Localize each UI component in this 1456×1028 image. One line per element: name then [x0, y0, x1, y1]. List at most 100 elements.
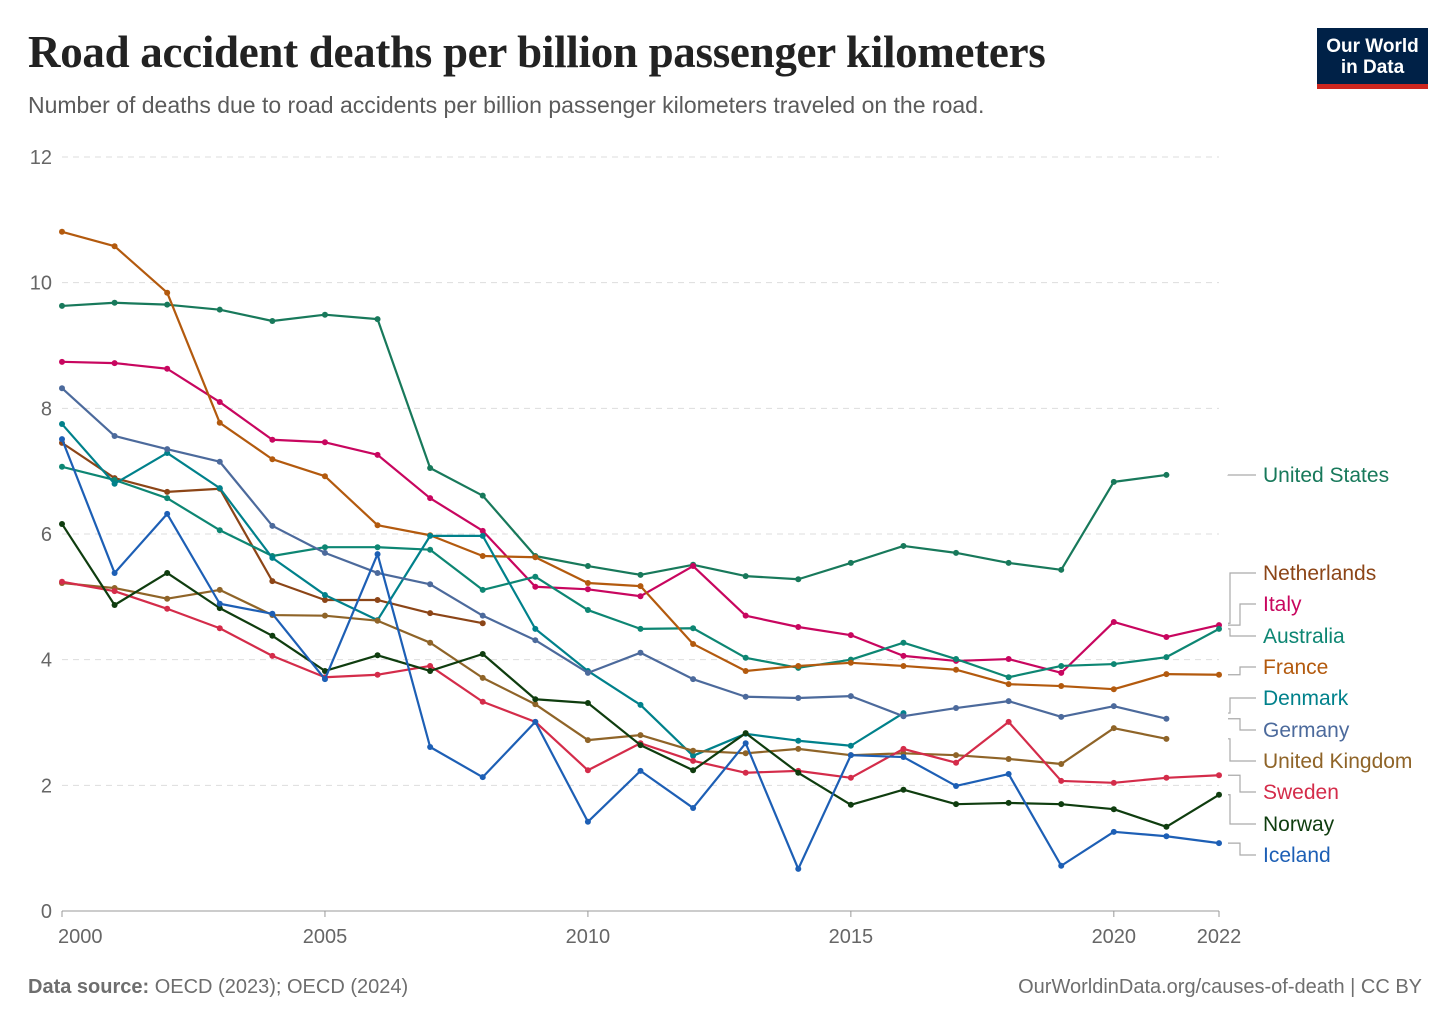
data-point: [1110, 618, 1117, 625]
data-point: [269, 522, 276, 529]
data-point: [637, 767, 644, 774]
data-point: [1058, 862, 1065, 869]
data-point: [216, 605, 223, 612]
data-point: [742, 573, 749, 580]
data-point: [900, 786, 907, 793]
data-point: [1110, 725, 1117, 732]
data-point: [584, 737, 591, 744]
data-point: [321, 676, 328, 683]
data-point: [690, 767, 697, 774]
data-point: [427, 610, 434, 617]
data-point: [321, 667, 328, 674]
data-point: [427, 495, 434, 502]
label-connector: [1228, 603, 1256, 626]
data-point: [742, 667, 749, 674]
series-label: Italy: [1263, 593, 1302, 616]
data-point: [479, 532, 486, 539]
data-point: [164, 605, 171, 612]
data-point: [59, 578, 65, 585]
logo-line-1: Our World: [1326, 36, 1419, 57]
data-point: [953, 549, 960, 556]
label-connector: [1228, 842, 1256, 856]
data-point: [1005, 656, 1012, 663]
series-label: Denmark: [1263, 687, 1349, 710]
data-point: [795, 769, 802, 776]
data-point: [1110, 661, 1117, 668]
data-point: [795, 576, 802, 583]
data-point: [1110, 478, 1117, 485]
data-point: [269, 317, 276, 324]
data-point: [59, 385, 65, 392]
data-point: [59, 302, 65, 309]
label-connector: [1228, 666, 1256, 676]
data-point: [164, 365, 171, 372]
data-point: [690, 625, 697, 632]
data-point: [953, 656, 960, 663]
data-point: [1058, 777, 1065, 784]
data-point: [269, 456, 276, 463]
data-point: [427, 532, 434, 539]
data-point: [690, 752, 697, 759]
y-tick-label: 8: [41, 398, 52, 420]
data-point: [111, 569, 118, 576]
data-point: [1005, 799, 1012, 806]
data-point: [584, 563, 591, 570]
footer-link[interactable]: OurWorldinData.org/causes-of-death | CC …: [1018, 976, 1422, 998]
data-point: [479, 612, 486, 619]
x-tick-label: 2015: [829, 926, 874, 948]
data-point: [953, 801, 960, 808]
source-text: OECD (2023); OECD (2024): [154, 976, 409, 998]
data-point: [953, 782, 960, 789]
data-point: [321, 544, 328, 551]
source-label: Data source:: [28, 976, 150, 998]
data-point: [1005, 559, 1012, 566]
data-point: [1216, 840, 1222, 847]
series-label: Iceland: [1263, 844, 1331, 867]
data-point: [900, 652, 907, 659]
data-point: [479, 620, 486, 627]
data-point: [1058, 713, 1065, 720]
label-connector: [1228, 794, 1256, 825]
data-point: [637, 583, 644, 590]
data-point: [847, 742, 854, 749]
data-point: [532, 625, 539, 632]
data-point: [847, 559, 854, 566]
data-point: [269, 578, 276, 585]
data-point: [216, 527, 223, 534]
data-point: [1216, 791, 1222, 798]
data-point: [1163, 654, 1170, 661]
data-point: [637, 625, 644, 632]
logo-line-2: in Data: [1340, 57, 1405, 78]
data-point: [742, 769, 749, 776]
data-point: [1110, 779, 1117, 786]
data-point: [637, 742, 644, 749]
data-point: [374, 316, 381, 323]
data-point: [1058, 566, 1065, 573]
data-point: [269, 436, 276, 443]
label-connector: [1228, 628, 1256, 637]
owid-logo[interactable]: Our World in Data: [1317, 28, 1428, 89]
data-point: [795, 694, 802, 701]
data-point: [532, 718, 539, 725]
series-lines: [59, 228, 1222, 872]
data-point: [637, 701, 644, 708]
series-label: Germany: [1263, 719, 1350, 742]
data-point: [59, 228, 65, 235]
data-point: [216, 625, 223, 632]
data-point: [59, 436, 65, 443]
data-point: [427, 581, 434, 588]
data-point: [532, 637, 539, 644]
data-point: [1005, 718, 1012, 725]
data-point: [59, 520, 65, 527]
data-point: [59, 463, 65, 470]
data-point: [164, 510, 171, 517]
data-point: [953, 705, 960, 712]
data-point: [216, 600, 223, 607]
series-labels: United States Netherlands Italy Australia Fr…: [1227, 464, 1412, 867]
data-point: [1110, 686, 1117, 693]
data-point: [900, 662, 907, 669]
series-line-sweden: [61, 580, 1220, 784]
y-tick-label: 6: [41, 524, 52, 546]
data-point: [427, 667, 434, 674]
data-point: [216, 399, 223, 406]
